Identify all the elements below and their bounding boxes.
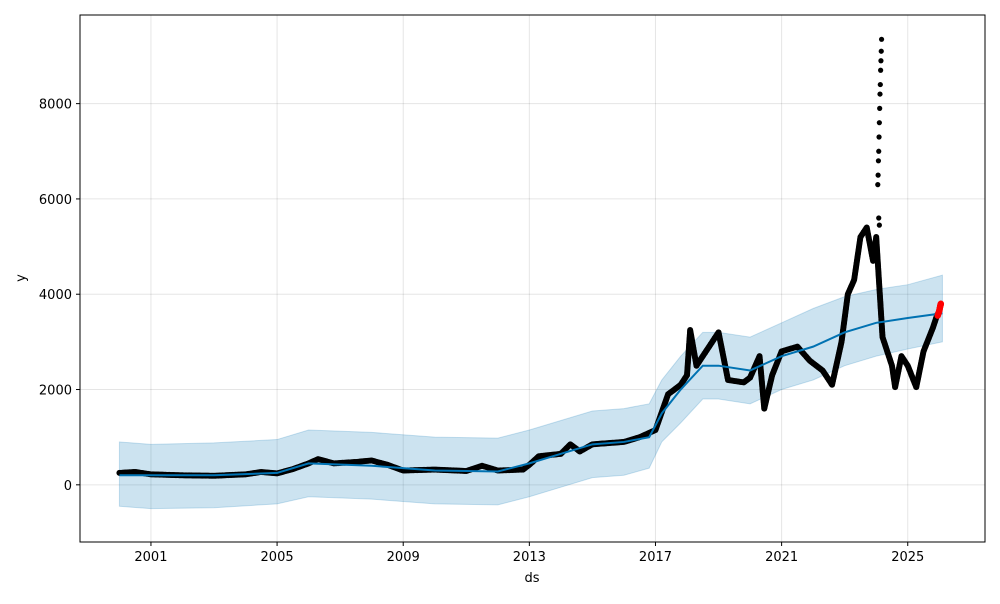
data-point (877, 81, 883, 88)
data-point (875, 172, 881, 178)
x-tick-label: 2009 (387, 550, 420, 565)
forecast-line (119, 312, 943, 477)
plot-frame (79, 14, 986, 543)
uncertainty-band (118, 274, 943, 510)
recent-point (937, 300, 945, 307)
data-point (878, 67, 884, 73)
data-point (876, 120, 882, 126)
y-tick-label: 6000 (39, 193, 72, 208)
actual-points (116, 36, 941, 479)
data-point (878, 48, 884, 54)
y-tick-label: 0 (64, 479, 72, 494)
x-tick-label: 2013 (513, 550, 546, 565)
x-tick-label: 2017 (639, 550, 672, 565)
y-tick-label: 2000 (39, 384, 72, 399)
data-point (876, 148, 882, 154)
data-point (876, 215, 882, 221)
data-point (875, 182, 881, 188)
data-point (878, 36, 885, 42)
data-point (878, 58, 884, 64)
data-point (875, 158, 882, 164)
data-point (877, 91, 883, 97)
x-tick-label: 2021 (765, 550, 798, 565)
y-axis-label: y (14, 274, 29, 282)
grid (80, 15, 985, 542)
x-tick-label: 2025 (891, 550, 924, 565)
recent-points (934, 300, 945, 319)
data-point (876, 222, 882, 228)
y-tick-label: 8000 (39, 98, 72, 113)
ticks: 2001 2005 2009 2013 2017 2021 2025 0 2000 4000 600… (39, 98, 924, 565)
x-axis-label: ds (524, 571, 539, 586)
x-tick-label: 2005 (261, 550, 294, 565)
x-tick-label: 2001 (134, 550, 167, 565)
data-point (877, 105, 883, 111)
y-tick-label: 4000 (39, 288, 72, 303)
data-point (876, 134, 882, 140)
